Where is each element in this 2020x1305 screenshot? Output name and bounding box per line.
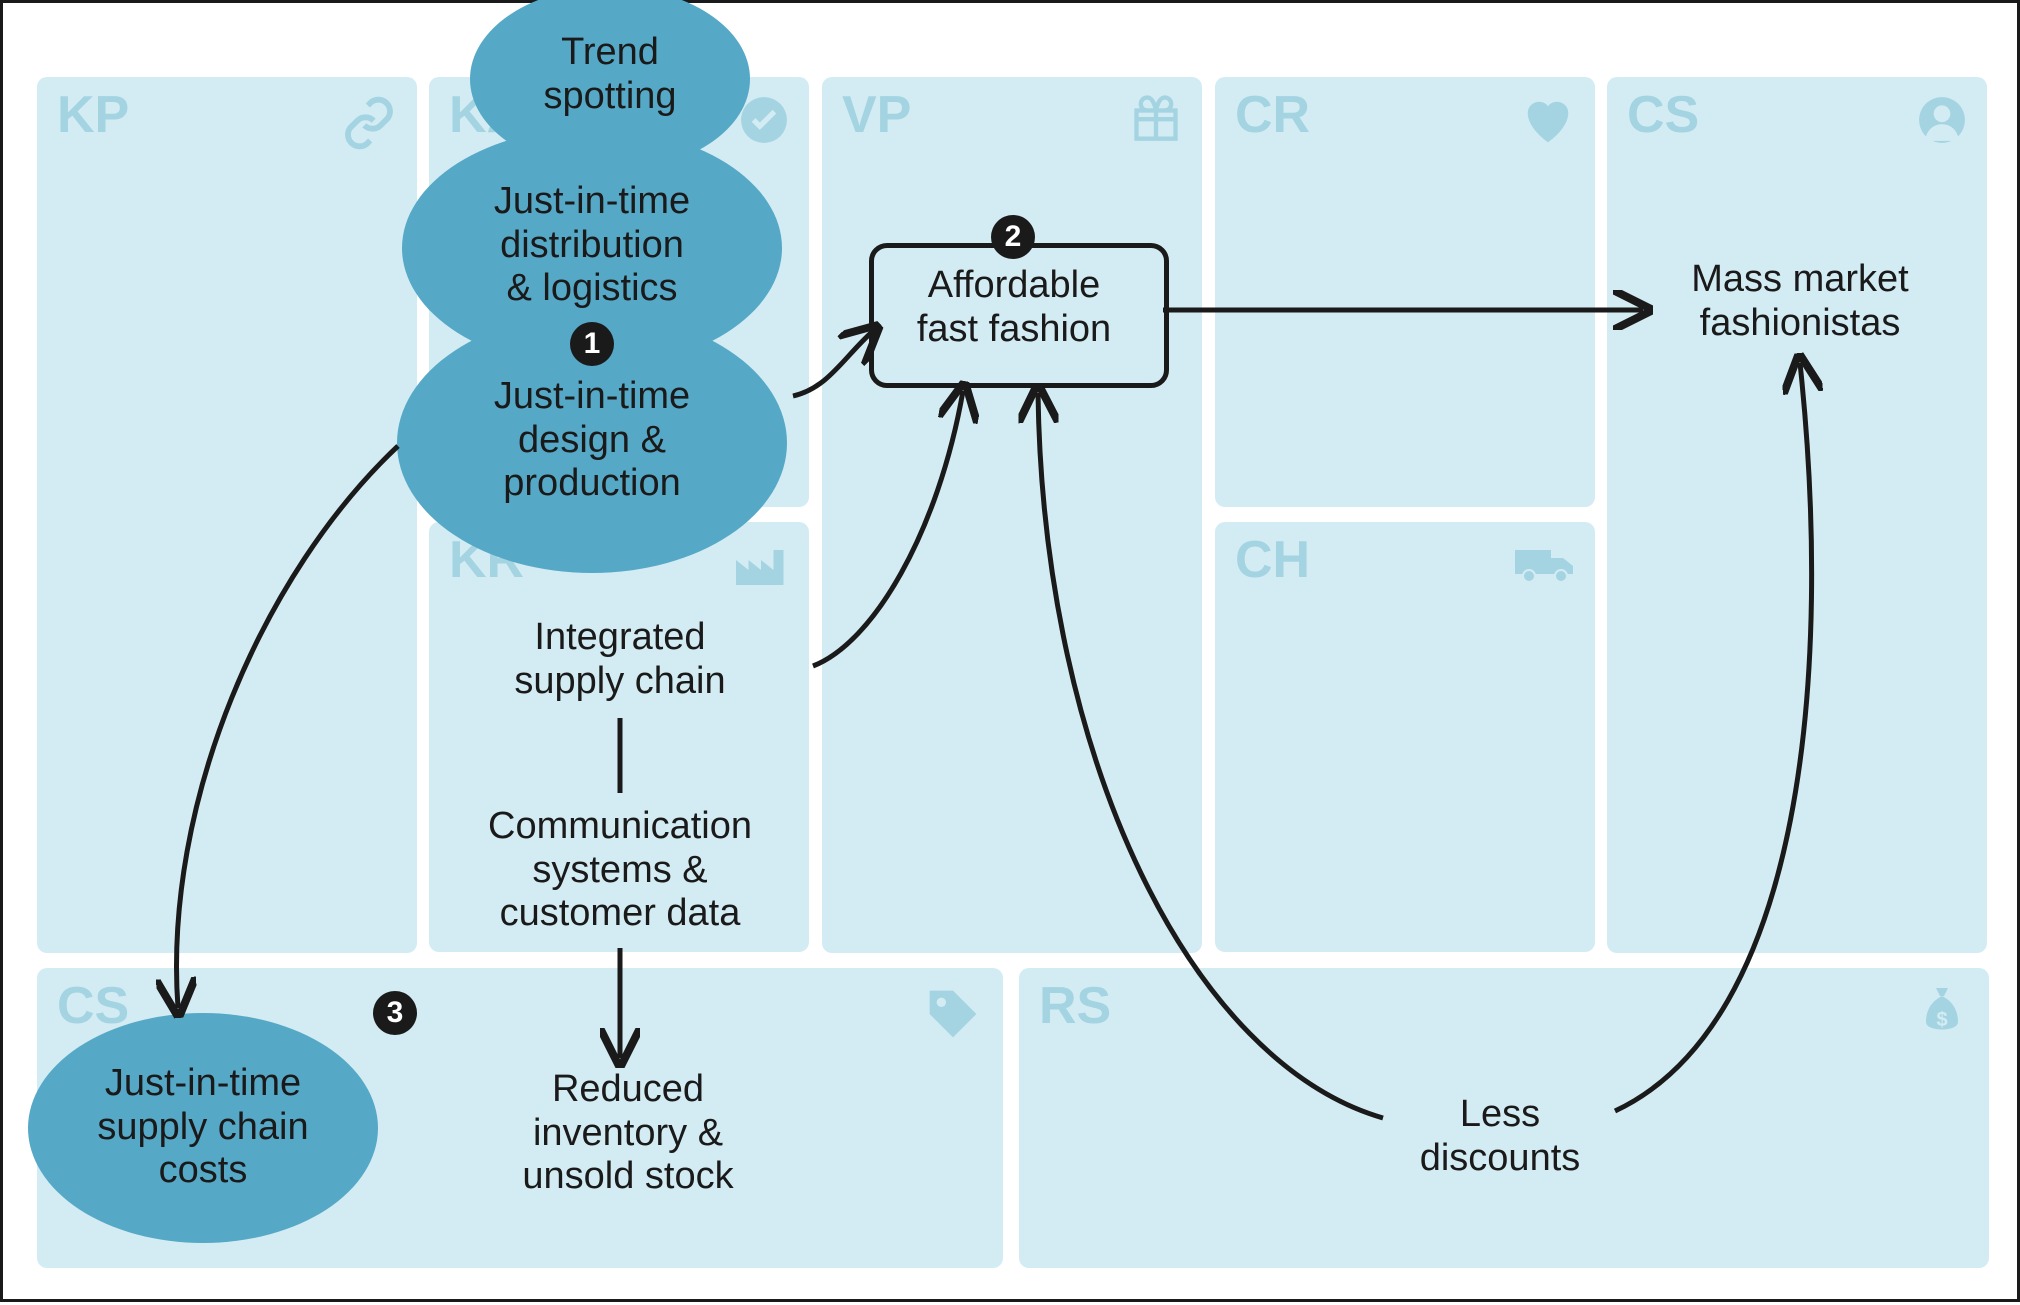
block-kp: KP — [37, 77, 417, 953]
block-cseg: CS — [1607, 77, 1987, 953]
text-mass: Mass marketfashionistas — [1630, 258, 1970, 345]
tag-icon — [925, 986, 981, 1042]
truck-icon — [1513, 540, 1577, 588]
affordable-span: Affordablefast fashion — [917, 264, 1111, 350]
trend-span: Trendspotting — [543, 31, 676, 117]
block-cr: CR — [1215, 77, 1595, 507]
block-ch: CH — [1215, 522, 1595, 952]
text-jit-cost: Just-in-timesupply chaincosts — [28, 1062, 378, 1193]
label-vp: VP — [842, 85, 911, 145]
label-cseg: CS — [1627, 85, 1699, 145]
label-rs: RS — [1039, 976, 1111, 1036]
jit-design-span: Just-in-timedesign &production — [494, 375, 690, 504]
badge-2: 2 — [991, 215, 1035, 259]
jit-cost-span: Just-in-timesupply chaincosts — [97, 1062, 308, 1191]
badge-1: 1 — [570, 322, 614, 366]
mass-span: Mass marketfashionistas — [1691, 258, 1908, 344]
block-vp: VP — [822, 77, 1202, 953]
text-jit-dist: Just-in-timedistribution& logistics — [402, 180, 782, 311]
jit-dist-span: Just-in-timedistribution& logistics — [494, 180, 690, 309]
text-reduced: Reducedinventory &unsold stock — [458, 1068, 798, 1199]
text-integrated: Integratedsupply chain — [450, 616, 790, 703]
moneybag-icon: $ — [1917, 984, 1967, 1040]
reduced-span: Reducedinventory &unsold stock — [522, 1068, 733, 1197]
heart-icon — [1521, 95, 1575, 149]
text-less: Lessdiscounts — [1360, 1093, 1640, 1180]
label-kp: KP — [57, 85, 129, 145]
integrated-span: Integratedsupply chain — [514, 616, 725, 702]
less-span: Lessdiscounts — [1420, 1093, 1581, 1179]
person-icon — [1917, 95, 1967, 145]
label-cr: CR — [1235, 85, 1310, 145]
text-jit-design: Just-in-timedesign &production — [397, 375, 787, 506]
label-ch: CH — [1235, 530, 1310, 590]
svg-text:$: $ — [1936, 1009, 1947, 1031]
comm-span: Communicationsystems &customer data — [488, 805, 752, 934]
text-trend: Trendspotting — [470, 31, 750, 118]
badge-3: 3 — [373, 991, 417, 1035]
gift-icon — [1130, 91, 1182, 143]
factory-icon — [731, 540, 791, 590]
canvas: KP KA KR VP CR CH CS CS RS $ Trendspotti… — [0, 0, 2020, 1302]
text-comm: Communicationsystems &customer data — [440, 805, 800, 936]
text-affordable: Affordablefast fashion — [869, 264, 1159, 351]
link-icon — [341, 95, 397, 151]
